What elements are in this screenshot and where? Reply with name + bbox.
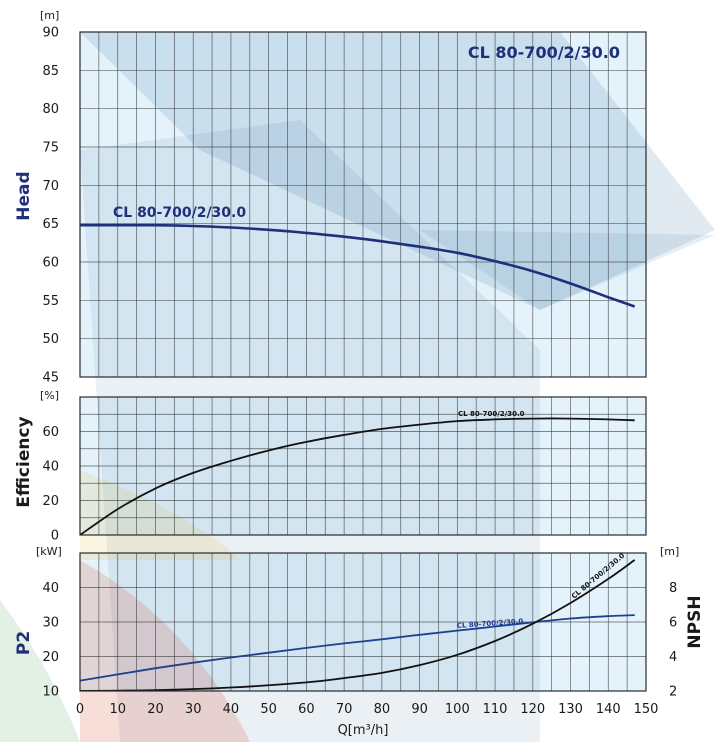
head-plot-border bbox=[79, 31, 647, 378]
y-tick-label: 20 bbox=[42, 650, 59, 665]
x-tick-label: 90 bbox=[411, 702, 428, 717]
y-tick-label: 30 bbox=[42, 616, 59, 631]
efficiency-unit: [%] bbox=[40, 389, 59, 402]
model-title: CL 80-700/2/30.0 bbox=[468, 43, 620, 62]
y-tick-label: 90 bbox=[42, 26, 59, 41]
npsh-curve bbox=[80, 559, 636, 691]
y-tick-label: 40 bbox=[42, 460, 59, 475]
y-tick-label: 45 bbox=[42, 371, 59, 386]
y-tick-label: 65 bbox=[42, 217, 59, 232]
x-tick-label: 20 bbox=[147, 702, 164, 717]
head-axis-title: Head bbox=[14, 171, 34, 220]
x-tick-label: 10 bbox=[109, 702, 126, 717]
x-tick-label: 70 bbox=[336, 702, 353, 717]
x-tick-label: 120 bbox=[520, 702, 545, 717]
y-tick-label: 80 bbox=[42, 102, 59, 117]
p2-curve bbox=[80, 614, 635, 682]
y-tick-label: 85 bbox=[42, 64, 59, 79]
x-tick-label: 40 bbox=[223, 702, 240, 717]
x-tick-label: 60 bbox=[298, 702, 315, 717]
head-curve-label: CL 80-700/2/30.0 bbox=[113, 205, 246, 221]
efficiency-plot-border bbox=[79, 396, 647, 536]
efficiency-curve bbox=[80, 417, 635, 535]
npsh-tick-label: 6 bbox=[669, 616, 677, 631]
y-tick-label: 60 bbox=[42, 256, 59, 271]
head-curve bbox=[80, 223, 636, 308]
x-tick-label: 50 bbox=[260, 702, 277, 717]
p2-axis-title: P2 bbox=[14, 631, 34, 655]
watermark-logo bbox=[0, 32, 715, 742]
x-tick-label: 110 bbox=[483, 702, 508, 717]
power-unit: [kW] bbox=[36, 545, 62, 558]
npsh-unit: [m] bbox=[660, 545, 679, 558]
x-tick-label: 150 bbox=[634, 702, 659, 717]
y-tick-label: 55 bbox=[42, 294, 59, 309]
npsh-tick-label: 2 bbox=[669, 685, 677, 700]
y-tick-label: 70 bbox=[42, 179, 59, 194]
grid-lines bbox=[80, 32, 646, 691]
tick-labels: 4550556065707580859002040601020304024680… bbox=[42, 26, 677, 718]
y-tick-label: 40 bbox=[42, 581, 59, 596]
x-tick-label: 100 bbox=[445, 702, 470, 717]
npsh-axis-title: NPSH bbox=[685, 595, 705, 648]
y-tick-label: 75 bbox=[42, 141, 59, 156]
y-tick-label: 10 bbox=[42, 685, 59, 700]
y-tick-label: 0 bbox=[51, 529, 59, 544]
curves bbox=[80, 223, 636, 691]
head-unit: [m] bbox=[40, 9, 59, 22]
efficiency-curve-label: CL 80-700/2/30.0 bbox=[458, 410, 525, 418]
x-tick-label: 80 bbox=[374, 702, 391, 717]
efficiency-axis-title: Efficiency bbox=[14, 416, 34, 507]
npsh-tick-label: 4 bbox=[669, 650, 677, 665]
npsh-tick-label: 8 bbox=[669, 581, 677, 596]
x-axis-title: Q[m³/h] bbox=[338, 723, 389, 738]
x-tick-label: 130 bbox=[558, 702, 583, 717]
x-tick-label: 140 bbox=[596, 702, 621, 717]
y-tick-label: 20 bbox=[42, 494, 59, 509]
power-plot-border bbox=[79, 552, 647, 692]
x-tick-label: 0 bbox=[76, 702, 84, 717]
y-tick-label: 60 bbox=[42, 425, 59, 440]
x-tick-label: 30 bbox=[185, 702, 202, 717]
y-tick-label: 50 bbox=[42, 332, 59, 347]
